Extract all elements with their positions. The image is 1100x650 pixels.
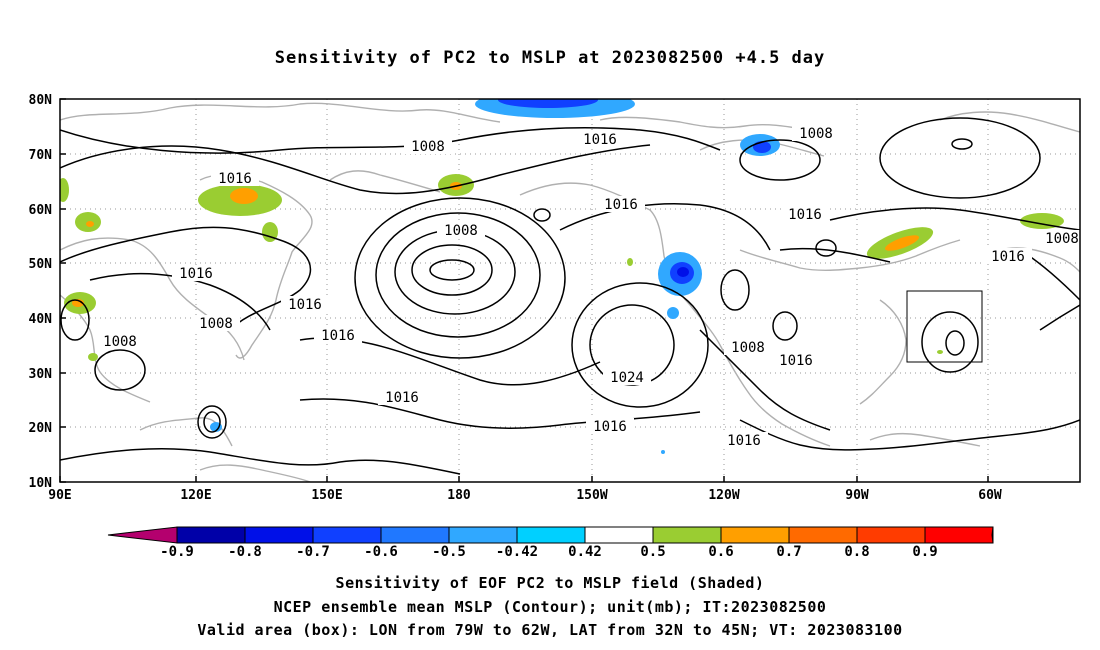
caption-line-2: NCEP ensemble mean MSLP (Contour); unit(…	[273, 598, 827, 616]
sensitivity-shading	[60, 99, 1064, 454]
colorbar-max-arrow	[991, 526, 994, 544]
contour-label: 1008	[444, 223, 478, 239]
contour-label: 1016	[321, 328, 355, 344]
lat-label: 80N	[29, 93, 53, 108]
lat-label: 10N	[29, 476, 53, 491]
colorbar-min-arrow	[107, 526, 178, 544]
colorbar-label: 0.5	[640, 544, 666, 560]
colorbar-segment	[516, 526, 586, 544]
contour-label: 1016	[779, 353, 813, 369]
contour-label: 1016	[583, 132, 617, 148]
colorbar-label: -0.42	[495, 544, 539, 560]
contour-label: 1016	[385, 390, 419, 406]
lon-label: 90E	[48, 488, 71, 503]
colorbar-segment	[652, 526, 722, 544]
contour-label: 1016	[218, 171, 252, 187]
contour-label: 1016	[593, 419, 627, 435]
colorbar-label: 0.42	[568, 544, 602, 560]
contour-label: 1008	[731, 340, 765, 356]
lon-label: 180	[447, 488, 471, 503]
contour-label: 1008	[799, 126, 833, 142]
lon-label: 150E	[311, 488, 342, 503]
lon-label: 120E	[180, 488, 211, 503]
colorbar-segment	[856, 526, 926, 544]
colorbar-segment	[176, 526, 246, 544]
latitude-labels: 80N 70N 60N 50N 40N 30N 20N 10N	[29, 93, 53, 491]
contour-label: 1016	[991, 249, 1025, 265]
caption-line-1: Sensitivity of EOF PC2 to MSLP field (Sh…	[335, 574, 765, 592]
contour-label: 1016	[179, 266, 213, 282]
colorbar-label: -0.7	[296, 544, 330, 560]
plot-frame	[59, 98, 1081, 483]
contour-label: 1008	[1045, 231, 1079, 247]
colorbar	[107, 526, 994, 544]
colorbar-segment	[924, 526, 994, 544]
contour-label: 1016	[788, 207, 822, 223]
colorbar-segment	[312, 526, 382, 544]
colorbar-label: -0.8	[228, 544, 262, 560]
contour-label: 1024	[610, 370, 644, 386]
grid-lines	[60, 99, 1080, 482]
contour-label: 1008	[103, 334, 137, 350]
lat-label: 40N	[29, 312, 53, 327]
colorbar-label: -0.6	[364, 544, 398, 560]
contour-label: 1016	[604, 197, 638, 213]
valid-area-box	[906, 290, 983, 363]
colorbar-label: -0.9	[160, 544, 194, 560]
axis-ticks	[59, 98, 989, 483]
colorbar-segment	[584, 526, 654, 544]
lat-label: 70N	[29, 148, 53, 163]
lon-label: 120W	[708, 488, 739, 503]
contour-label: 1016	[727, 433, 761, 449]
contour-label: 1008	[411, 139, 445, 155]
lon-label: 90W	[845, 488, 869, 503]
colorbar-label: 0.9	[912, 544, 938, 560]
contour-labels: 1008 1016 1008 1016 1016 1008 1016 1016 …	[96, 125, 1080, 449]
colorbar-segment	[788, 526, 858, 544]
lat-label: 20N	[29, 421, 53, 436]
colorbar-label: 0.7	[776, 544, 802, 560]
colorbar-label: 0.8	[844, 544, 870, 560]
lat-label: 30N	[29, 367, 53, 382]
lon-label: 150W	[576, 488, 607, 503]
colorbar-segment	[380, 526, 450, 544]
lat-label: 50N	[29, 257, 53, 272]
colorbar-label: 0.6	[708, 544, 734, 560]
contour-label: 1016	[288, 297, 322, 313]
colorbar-label: -0.5	[432, 544, 466, 560]
caption-line-3: Valid area (box): LON from 79W to 62W, L…	[197, 621, 903, 639]
lon-label: 60W	[978, 488, 1002, 503]
lat-label: 60N	[29, 203, 53, 218]
mslp-contours	[60, 117, 1080, 475]
colorbar-segment	[244, 526, 314, 544]
contour-label: 1008	[199, 316, 233, 332]
colorbar-segment	[720, 526, 790, 544]
chart-title: Sensitivity of PC2 to MSLP at 2023082500…	[274, 48, 826, 68]
longitude-labels: 90E 120E 150E 180 150W 120W 90W 60W	[48, 488, 1002, 503]
colorbar-segment	[448, 526, 518, 544]
